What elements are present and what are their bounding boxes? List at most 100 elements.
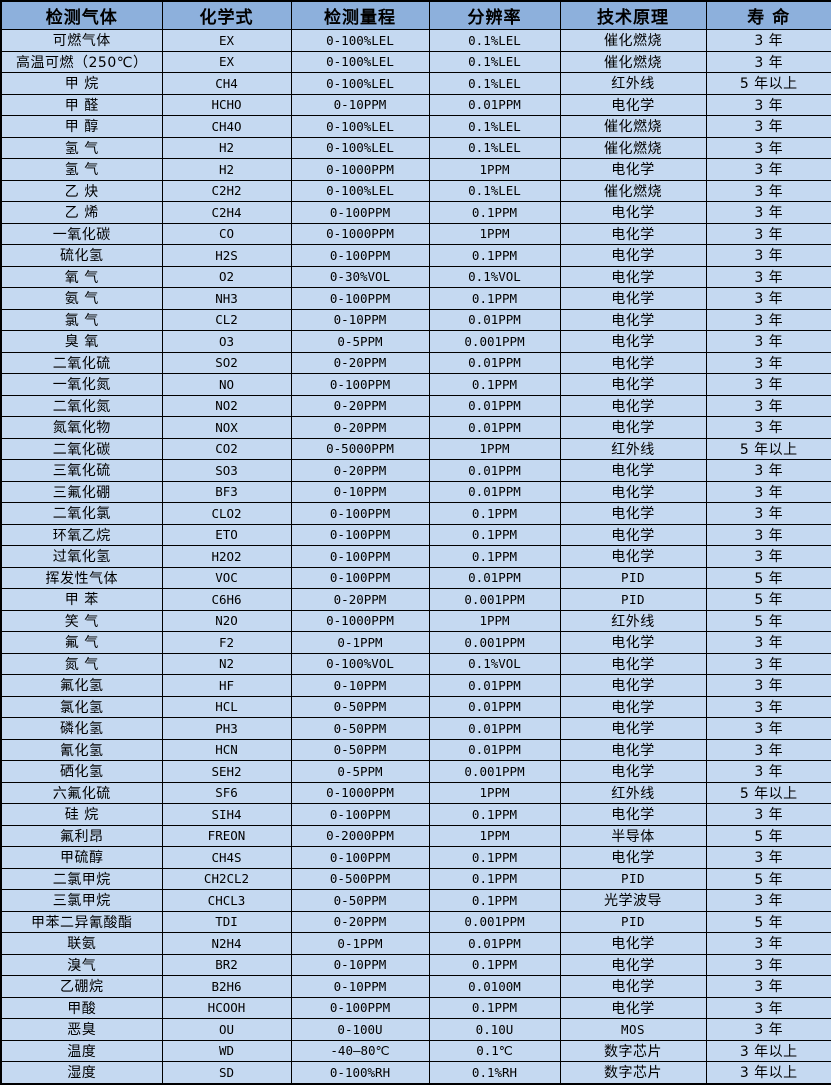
cell-resolution: 0.001PPM	[428, 910, 561, 933]
cell-resolution: 0.1PPM	[428, 244, 561, 267]
cell-resolution: 0.1PPM	[428, 846, 561, 869]
cell-gas: 二氯甲烷	[0, 867, 163, 890]
cell-gas: 六氟化硫	[0, 781, 163, 804]
cell-technology: 电化学	[559, 695, 707, 718]
cell-gas: 甲 烷	[0, 72, 163, 95]
cell-lifetime: 3 年	[705, 93, 831, 116]
table-row: 高温可燃（250℃） EX 0-100%LEL 0.1%LEL 催化燃烧 3 年	[0, 50, 831, 73]
cell-formula: CO	[161, 222, 292, 245]
cell-range: 0-500PPM	[290, 867, 430, 890]
cell-range: 0-100%LEL	[290, 29, 430, 52]
column-header-range: 检测量程	[290, 0, 430, 30]
cell-formula: CH4O	[161, 115, 292, 138]
cell-resolution: 0.1PPM	[428, 523, 561, 546]
cell-range: 0-1000PPM	[290, 222, 430, 245]
cell-range: 0-5000PPM	[290, 437, 430, 460]
cell-lifetime: 3 年	[705, 115, 831, 138]
cell-formula: SD	[161, 1061, 292, 1084]
cell-range: 0-100U	[290, 1018, 430, 1041]
cell-technology: 红外线	[559, 437, 707, 460]
cell-gas: 氢 气	[0, 136, 163, 159]
cell-range: 0-5PPM	[290, 330, 430, 353]
cell-lifetime: 5 年以上	[705, 72, 831, 95]
cell-resolution: 0.01PPM	[428, 459, 561, 482]
cell-technology: 电化学	[559, 545, 707, 568]
cell-technology: PID	[559, 566, 707, 589]
cell-gas: 甲 醛	[0, 93, 163, 116]
cell-lifetime: 5 年	[705, 867, 831, 890]
cell-resolution: 0.01PPM	[428, 932, 561, 955]
cell-gas: 甲苯二异氰酸酯	[0, 910, 163, 933]
cell-lifetime: 5 年	[705, 588, 831, 611]
cell-lifetime: 3 年	[705, 975, 831, 998]
cell-lifetime: 3 年	[705, 502, 831, 525]
cell-technology: 催化燃烧	[559, 115, 707, 138]
cell-technology: 电化学	[559, 201, 707, 224]
cell-technology: 催化燃烧	[559, 29, 707, 52]
cell-range: 0-50PPM	[290, 738, 430, 761]
cell-gas: 臭 氧	[0, 330, 163, 353]
cell-technology: 电化学	[559, 222, 707, 245]
cell-range: 0-100PPM	[290, 502, 430, 525]
cell-resolution: 0.001PPM	[428, 631, 561, 654]
cell-range: 0-10PPM	[290, 953, 430, 976]
cell-gas: 氯 气	[0, 308, 163, 331]
table-row: 乙 炔 C2H2 0-100%LEL 0.1%LEL 催化燃烧 3 年	[0, 179, 831, 202]
cell-gas: 挥发性气体	[0, 566, 163, 589]
cell-range: 0-50PPM	[290, 695, 430, 718]
cell-formula: N2	[161, 652, 292, 675]
cell-gas: 氨 气	[0, 287, 163, 310]
cell-range: 0-100PPM	[290, 287, 430, 310]
cell-gas: 硅 烷	[0, 803, 163, 826]
table-row: 氯化氢 HCL 0-50PPM 0.01PPM 电化学 3 年	[0, 695, 831, 718]
cell-formula: NOX	[161, 416, 292, 439]
cell-resolution: 0.1℃	[428, 1039, 561, 1062]
cell-technology: 电化学	[559, 652, 707, 675]
cell-technology: 电化学	[559, 93, 707, 116]
cell-technology: 电化学	[559, 416, 707, 439]
cell-range: 0-1000PPM	[290, 781, 430, 804]
cell-range: 0-20PPM	[290, 394, 430, 417]
cell-formula: PH3	[161, 717, 292, 740]
cell-range: 0-100%LEL	[290, 115, 430, 138]
cell-technology: 催化燃烧	[559, 136, 707, 159]
cell-lifetime: 3 年	[705, 201, 831, 224]
cell-gas: 二氧化碳	[0, 437, 163, 460]
cell-gas: 乙 炔	[0, 179, 163, 202]
cell-range: 0-10PPM	[290, 308, 430, 331]
cell-resolution: 0.001PPM	[428, 760, 561, 783]
cell-gas: 氯化氢	[0, 695, 163, 718]
table-row: 二氧化碳 CO2 0-5000PPM 1PPM 红外线 5 年以上	[0, 437, 831, 460]
table-row: 一氧化碳 CO 0-1000PPM 1PPM 电化学 3 年	[0, 222, 831, 245]
table-row: 甲苯二异氰酸酯 TDI 0-20PPM 0.001PPM PID 5 年	[0, 910, 831, 933]
cell-lifetime: 3 年	[705, 416, 831, 439]
cell-lifetime: 3 年	[705, 846, 831, 869]
cell-resolution: 0.01PPM	[428, 351, 561, 374]
cell-formula: B2H6	[161, 975, 292, 998]
table-row: 温度 WD -40—80℃ 0.1℃ 数字芯片 3 年以上	[0, 1039, 831, 1062]
table-row: 氯 气 CL2 0-10PPM 0.01PPM 电化学 3 年	[0, 308, 831, 331]
cell-technology: 红外线	[559, 72, 707, 95]
table-row: 甲 烷 CH4 0-100%LEL 0.1%LEL 红外线 5 年以上	[0, 72, 831, 95]
cell-gas: 硫化氢	[0, 244, 163, 267]
cell-technology: 电化学	[559, 330, 707, 353]
cell-resolution: 0.01PPM	[428, 695, 561, 718]
cell-gas: 恶臭	[0, 1018, 163, 1041]
column-header-lifetime: 寿 命	[705, 0, 831, 30]
table-row: 氨 气 NH3 0-100PPM 0.1PPM 电化学 3 年	[0, 287, 831, 310]
cell-formula: C6H6	[161, 588, 292, 611]
cell-resolution: 0.01PPM	[428, 738, 561, 761]
cell-range: 0-1000PPM	[290, 609, 430, 632]
cell-gas: 氟化氢	[0, 674, 163, 697]
cell-range: 0-100PPM	[290, 523, 430, 546]
cell-formula: H2	[161, 136, 292, 159]
cell-resolution: 0.01PPM	[428, 416, 561, 439]
cell-range: 0-5PPM	[290, 760, 430, 783]
cell-formula: H2	[161, 158, 292, 181]
cell-technology: 电化学	[559, 287, 707, 310]
cell-technology: 电化学	[559, 244, 707, 267]
cell-resolution: 0.01PPM	[428, 308, 561, 331]
cell-resolution: 1PPM	[428, 437, 561, 460]
cell-lifetime: 3 年	[705, 695, 831, 718]
